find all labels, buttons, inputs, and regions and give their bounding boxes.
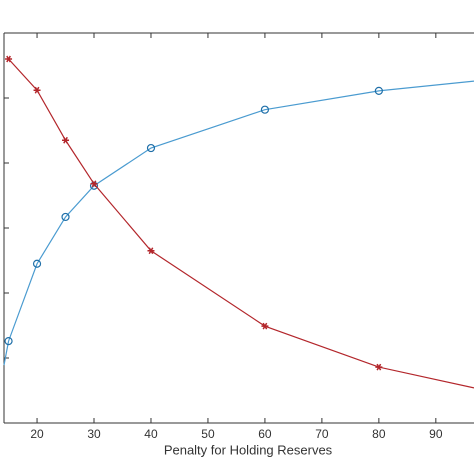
marker	[4, 337, 13, 346]
marker	[146, 143, 156, 153]
marker	[375, 363, 383, 371]
x-tick-label: 20	[30, 427, 44, 441]
marker	[374, 86, 383, 95]
x-tick-label: 50	[201, 427, 215, 441]
marker	[62, 136, 70, 144]
x-tick-label: 90	[429, 427, 443, 441]
marker	[32, 259, 42, 268]
marker	[147, 247, 155, 255]
x-tick-label: 60	[258, 427, 272, 441]
marker	[61, 212, 70, 222]
marker	[260, 105, 270, 114]
x-tick-label: 40	[144, 427, 158, 441]
x-tick-label: 30	[87, 427, 101, 441]
marker	[89, 181, 99, 190]
marker	[90, 180, 98, 188]
marker	[261, 322, 269, 330]
x-axis-label: Penalty for Holding Reserves	[164, 442, 333, 457]
x-tick-label: 80	[372, 427, 386, 441]
marker	[5, 55, 13, 63]
x-tick-label: 70	[315, 427, 329, 441]
series-line	[8, 58, 474, 389]
series-line	[3, 80, 474, 366]
marker	[33, 86, 41, 94]
